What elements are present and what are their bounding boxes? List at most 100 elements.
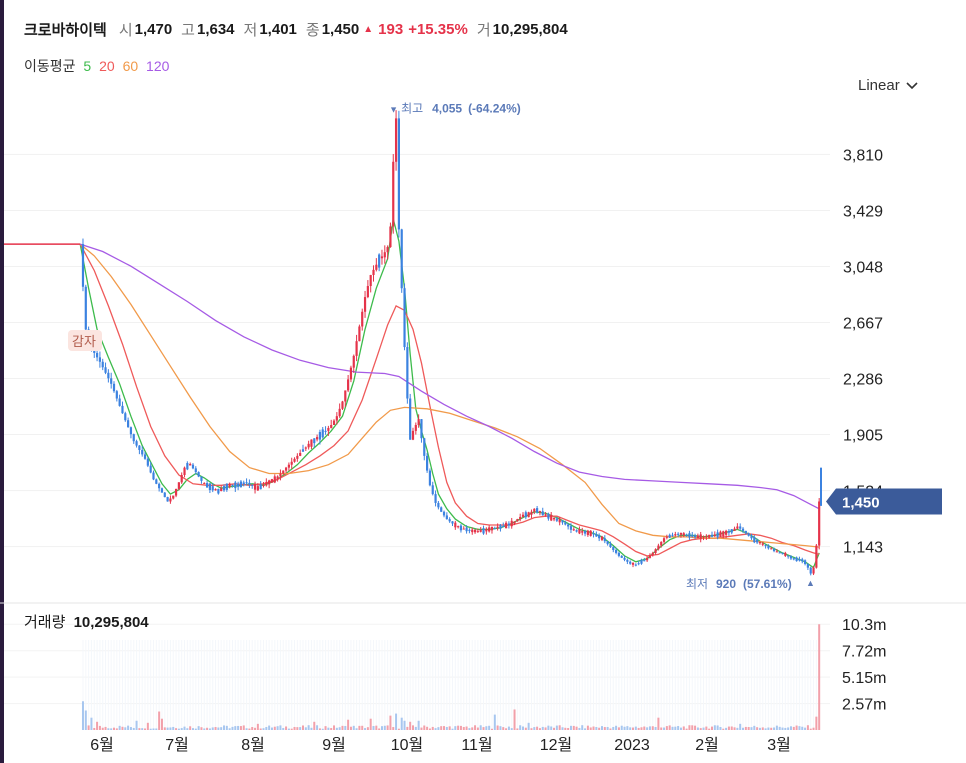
candle <box>651 552 654 556</box>
volume-column <box>333 640 335 730</box>
volume-column <box>703 640 705 730</box>
volume-bar <box>569 725 572 730</box>
candle <box>180 475 183 483</box>
candle <box>620 555 623 558</box>
stock-name: 크로바하이텍 <box>24 21 107 39</box>
volume-bar <box>544 727 547 730</box>
candle <box>110 378 113 384</box>
volume-bar <box>194 728 197 730</box>
candle <box>273 476 276 483</box>
volume-bar <box>270 727 273 730</box>
candle <box>104 367 107 373</box>
volume-column <box>85 640 87 730</box>
candle <box>736 526 739 529</box>
volume-bar <box>476 727 479 730</box>
candle <box>513 521 516 524</box>
candle <box>400 229 403 289</box>
volume-column <box>141 640 143 730</box>
candle <box>406 347 409 399</box>
chevron-down-icon <box>906 81 918 89</box>
candle <box>558 518 561 523</box>
volume-column <box>432 640 434 730</box>
ma-5[interactable]: 5 <box>83 58 92 74</box>
price-tick-label: 3,048 <box>843 259 883 276</box>
volume-bar <box>513 709 516 730</box>
volume-bar <box>279 725 282 730</box>
volume-column <box>638 640 640 730</box>
volume-bar <box>290 728 293 730</box>
volume-bar <box>121 726 124 730</box>
candle <box>442 511 446 516</box>
volume-bar <box>265 726 268 730</box>
candle <box>417 419 420 425</box>
volume-bar <box>428 728 431 730</box>
volume-column <box>767 640 769 730</box>
volume-grid <box>4 623 830 730</box>
candle <box>160 488 164 493</box>
time-axis: 6월 7월 8월 9월 10월 11월 12월 2023 2월 3월 <box>90 736 791 754</box>
volume-bar <box>682 726 685 730</box>
volume-bar <box>268 725 271 730</box>
low-marker-icon: ▲ <box>806 578 815 588</box>
ma-20[interactable]: 20 <box>99 58 115 74</box>
candle <box>787 555 790 557</box>
scale-toggle[interactable]: Linear <box>858 77 919 94</box>
ma-60[interactable]: 60 <box>122 58 139 74</box>
volume-column <box>674 640 676 730</box>
price-tick-label: 2,286 <box>843 372 883 389</box>
candle <box>772 548 776 552</box>
volume-column <box>291 640 293 730</box>
candle <box>321 429 324 438</box>
volume-bar <box>637 727 640 730</box>
candle <box>220 488 223 492</box>
volume-bar <box>152 728 155 730</box>
volume-bar <box>502 727 505 730</box>
volume-bar <box>519 725 522 730</box>
volume-column <box>152 640 154 730</box>
candle <box>668 534 671 538</box>
candle <box>310 439 313 447</box>
volume-column <box>734 640 736 730</box>
volume-column <box>96 640 98 730</box>
volume-bar <box>364 728 367 730</box>
candle <box>174 488 178 496</box>
volume-bar <box>615 725 618 730</box>
price-tick-label: 3,429 <box>843 203 883 220</box>
candle <box>248 482 251 485</box>
high-annotation-value: 4,055 <box>432 101 462 115</box>
candle <box>152 472 155 480</box>
volume-column <box>705 640 707 730</box>
candle <box>550 514 553 521</box>
volume-column <box>700 640 702 730</box>
volume-column <box>759 640 761 730</box>
candle <box>349 367 353 380</box>
volume-bar <box>304 727 307 730</box>
candle <box>634 564 637 566</box>
candle <box>276 476 279 480</box>
candle <box>741 528 745 531</box>
candle <box>640 559 643 564</box>
candle <box>770 548 773 550</box>
volume-bar <box>499 726 502 730</box>
volume-bar <box>561 727 564 730</box>
volume-column <box>652 640 654 730</box>
candle <box>127 420 130 428</box>
candle <box>643 560 646 562</box>
volume-bar <box>589 727 592 730</box>
volume-bar <box>747 726 750 730</box>
volume-bar <box>135 720 138 730</box>
volume-bar <box>685 728 688 730</box>
event-badge-label: 감자 <box>72 334 96 349</box>
candle <box>637 563 640 565</box>
time-tick-label: 6월 <box>90 736 114 754</box>
volume-bar <box>172 726 175 730</box>
candle <box>259 484 262 490</box>
candle <box>696 535 699 539</box>
volume-column <box>533 640 535 730</box>
volume-column <box>102 640 104 730</box>
candle <box>172 495 175 499</box>
candle <box>471 529 474 533</box>
time-tick-label: 3월 <box>767 736 791 754</box>
ma-120[interactable]: 120 <box>146 58 170 74</box>
